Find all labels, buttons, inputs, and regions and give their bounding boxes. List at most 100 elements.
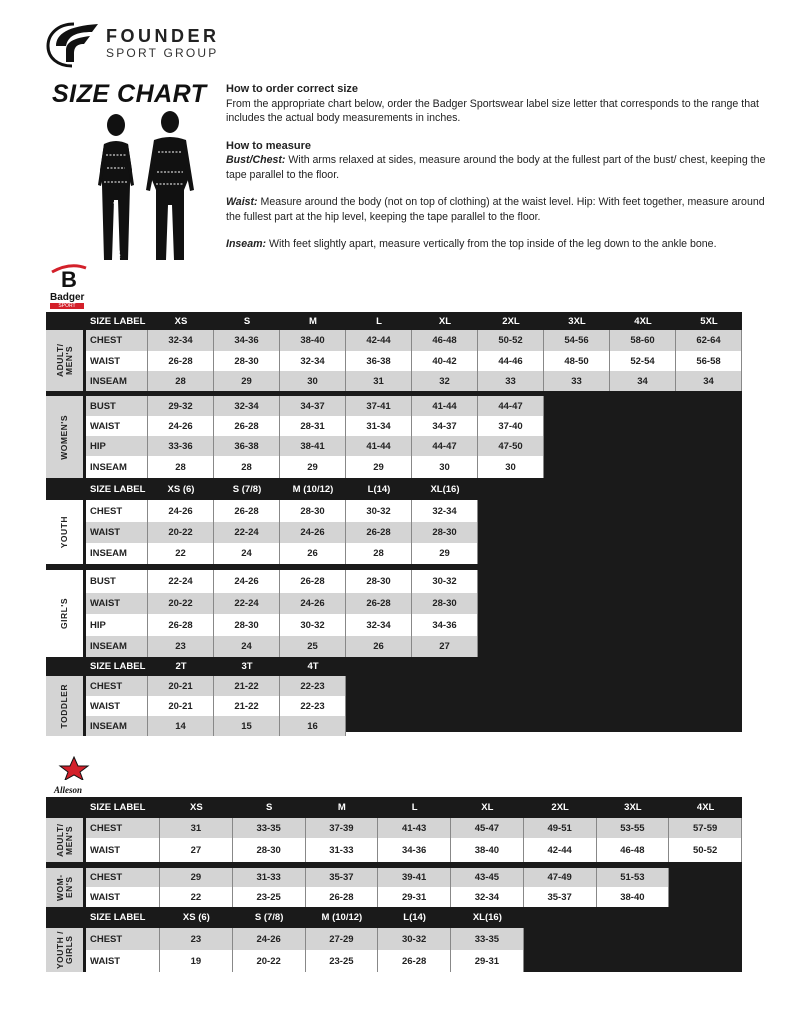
measurement-value: 48-50 bbox=[544, 351, 610, 371]
size-label-header: SIZE LABEL bbox=[90, 912, 146, 923]
size-column-header: XL(16) bbox=[472, 912, 502, 923]
measurement-value: 23-25 bbox=[232, 887, 306, 907]
size-column-header: XL bbox=[438, 315, 452, 327]
measurement-label: BUST bbox=[86, 396, 148, 416]
measurement-value: 27-29 bbox=[305, 928, 379, 950]
measurement-value: 20-21 bbox=[148, 696, 214, 716]
category-label: GIRL'S bbox=[46, 570, 86, 657]
measurement-value: 28-30 bbox=[214, 614, 280, 636]
measurement-label: HIP bbox=[86, 614, 148, 636]
measurement-value: 26-28 bbox=[378, 950, 451, 972]
measurement-value: 30-32 bbox=[378, 928, 451, 950]
alleson-size-table: SIZE LABEL XS S M L XL 2XL 3XL 4XL ADULT/ MEN'S CH… bbox=[46, 797, 742, 972]
measurement-value: 44-47 bbox=[478, 396, 544, 416]
measurement-value: 30-32 bbox=[346, 500, 412, 522]
measurement-value: 54-56 bbox=[544, 330, 610, 351]
measurement-value: 26 bbox=[346, 636, 412, 657]
measurement-value: 16 bbox=[280, 716, 346, 736]
measurement-value: 30 bbox=[412, 456, 478, 478]
alleson-star-icon bbox=[58, 755, 90, 782]
measurement-value: 41-44 bbox=[346, 436, 412, 456]
measurement-value: 33 bbox=[544, 371, 610, 391]
size-column-header: S bbox=[243, 315, 251, 327]
measurement-value: 29 bbox=[346, 456, 412, 478]
measurement-value: 26-28 bbox=[148, 614, 214, 636]
measurement-value: 44-47 bbox=[412, 436, 478, 456]
measurement-value: 26-28 bbox=[305, 887, 379, 907]
measurement-value: 38-41 bbox=[280, 436, 346, 456]
size-label-header: SIZE LABEL bbox=[90, 802, 146, 813]
size-column-header: XL bbox=[481, 802, 494, 813]
measurement-value: 29-31 bbox=[451, 950, 524, 972]
measurement-value: 26-28 bbox=[214, 500, 280, 522]
measurement-value: 47-49 bbox=[523, 868, 597, 887]
measurement-value: 21-22 bbox=[214, 696, 280, 716]
alleson-logo: Alleson bbox=[54, 755, 104, 795]
measurement-value: 22 bbox=[148, 543, 214, 564]
waist-text: Measure around the body (not on top of c… bbox=[226, 196, 765, 223]
size-column-header: 2T bbox=[175, 661, 187, 672]
measurement-value: 37-41 bbox=[346, 396, 412, 416]
measurement-value: 42-44 bbox=[523, 838, 597, 862]
badger-logo: B Badger SPORT bbox=[50, 262, 90, 309]
measurement-value: 27 bbox=[412, 636, 478, 657]
measurement-value: 23 bbox=[160, 928, 233, 950]
measurement-value: 32-34 bbox=[346, 614, 412, 636]
measurement-label: CHEST bbox=[86, 330, 148, 351]
size-column-header: L(14) bbox=[367, 483, 391, 495]
measurement-value: 33-35 bbox=[451, 928, 524, 950]
badger-wordmark: Badger bbox=[50, 292, 85, 303]
measurement-value: 22-23 bbox=[280, 696, 346, 716]
measurement-label: CHEST bbox=[86, 868, 160, 887]
measurement-value: 29-31 bbox=[378, 887, 451, 907]
measurement-value: 36-38 bbox=[346, 351, 412, 371]
size-column-header: L bbox=[411, 802, 418, 813]
category-text: TODDLER bbox=[59, 683, 69, 729]
size-column-header: L bbox=[376, 315, 382, 327]
measurement-value: 24-26 bbox=[280, 593, 346, 614]
measurement-value: 32 bbox=[412, 371, 478, 391]
measurement-value: 56-58 bbox=[676, 351, 742, 371]
measurement-value: 34 bbox=[610, 371, 676, 391]
size-column-header: M (10/12) bbox=[321, 912, 363, 923]
measurement-value: 22-24 bbox=[214, 522, 280, 543]
badger-b-icon: B bbox=[51, 264, 87, 292]
measurement-value: 14 bbox=[148, 716, 214, 736]
size-column-header: M bbox=[337, 802, 346, 813]
measurement-label: INSEAM bbox=[86, 371, 148, 391]
measurement-value: 43-45 bbox=[451, 868, 524, 887]
size-label-header: SIZE LABEL bbox=[90, 483, 146, 495]
badger-sub: SPORT bbox=[50, 303, 84, 309]
measurement-value: 34-37 bbox=[280, 396, 346, 416]
measurement-value: 29-32 bbox=[148, 396, 214, 416]
measurement-label: HIP bbox=[86, 436, 148, 456]
measurement-value: 44-46 bbox=[478, 351, 544, 371]
category-label: ADULT/ MEN'S bbox=[46, 818, 86, 862]
measurement-label: WAIST bbox=[86, 887, 160, 907]
measurement-value: 34-36 bbox=[378, 838, 451, 862]
svg-text:B: B bbox=[61, 267, 77, 288]
measurement-value: 62-64 bbox=[676, 330, 742, 351]
measurement-value: 28 bbox=[148, 456, 214, 478]
measurement-label: WAIST bbox=[86, 950, 160, 972]
measurement-value: 32-34 bbox=[148, 330, 214, 351]
size-column-header: 4T bbox=[307, 661, 319, 672]
measurement-value: 28-30 bbox=[346, 570, 412, 593]
measurement-value: 26-28 bbox=[280, 570, 346, 593]
measurement-value: 28-30 bbox=[232, 838, 306, 862]
measurement-value: 29 bbox=[280, 456, 346, 478]
measurement-value: 28 bbox=[214, 456, 280, 478]
measurement-value: 20-21 bbox=[148, 676, 214, 696]
measurement-value: 25 bbox=[280, 636, 346, 657]
measurement-value: 32-34 bbox=[412, 500, 478, 522]
measurement-value: 46-48 bbox=[596, 838, 670, 862]
size-column-header: 3T bbox=[241, 661, 253, 672]
inseam-text: With feet slightly apart, measure vertic… bbox=[266, 238, 717, 250]
measurement-value: 27 bbox=[160, 838, 233, 862]
measurement-value: 31-33 bbox=[305, 838, 379, 862]
measurement-value: 31 bbox=[160, 818, 233, 838]
measurement-value: 38-40 bbox=[596, 887, 670, 907]
order-heading: How to order correct size bbox=[226, 83, 359, 95]
measurement-value: 49-51 bbox=[523, 818, 597, 838]
measurement-label: CHEST bbox=[86, 818, 160, 838]
